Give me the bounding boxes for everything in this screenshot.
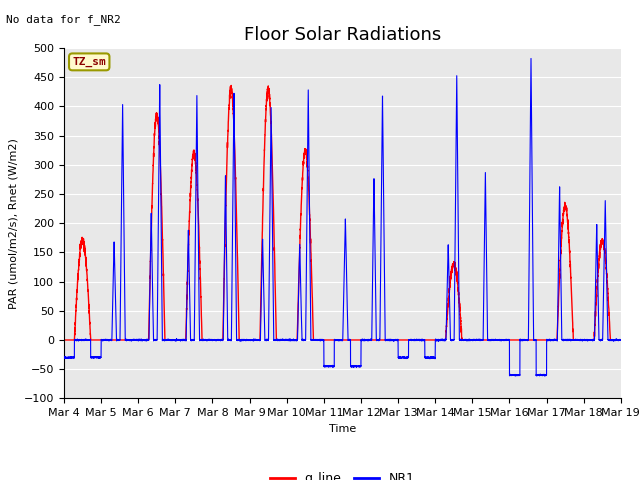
NR1: [483, 270, 490, 276]
q_line: [594, 280, 602, 286]
q_line: [587, 337, 595, 343]
q_line: [324, 337, 332, 343]
NR1: [324, 363, 332, 369]
NR1: [527, 56, 535, 61]
NR1: [467, 337, 475, 343]
Text: No data for f_NR2: No data for f_NR2: [6, 14, 121, 25]
NR1: [60, 355, 68, 360]
NR1: [617, 337, 625, 343]
q_line: [467, 337, 475, 343]
NR1: [541, 373, 548, 379]
NR1: [594, 262, 602, 268]
Y-axis label: PAR (umol/m2/s), Rnet (W/m2): PAR (umol/m2/s), Rnet (W/m2): [8, 138, 19, 309]
NR1: [250, 338, 257, 344]
q_line: [60, 337, 68, 343]
Line: NR1: NR1: [64, 59, 621, 376]
Title: Floor Solar Radiations: Floor Solar Radiations: [244, 25, 441, 44]
q_line: [250, 337, 257, 343]
Line: q_line: q_line: [64, 85, 621, 340]
Text: TZ_sm: TZ_sm: [72, 57, 106, 67]
q_line: [227, 83, 235, 88]
q_line: [483, 337, 491, 343]
NR1: [587, 337, 595, 343]
Legend: q_line, NR1: q_line, NR1: [265, 467, 420, 480]
q_line: [617, 337, 625, 343]
X-axis label: Time: Time: [329, 424, 356, 433]
